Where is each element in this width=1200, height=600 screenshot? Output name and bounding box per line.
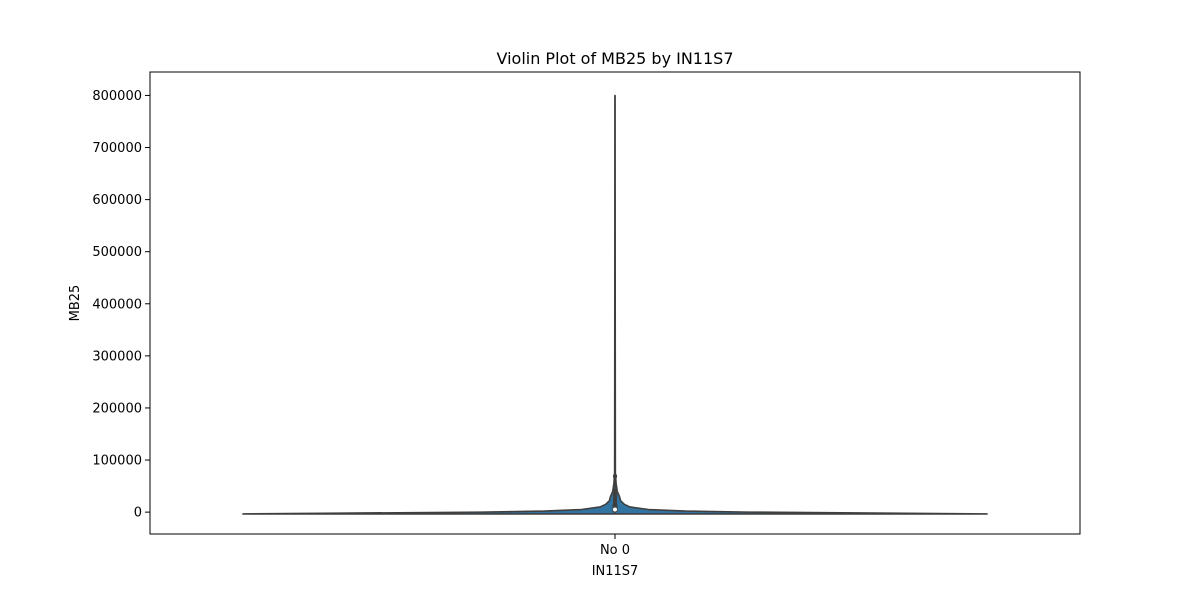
y-axis-ticks: 0 100000 200000 300000 400000 500000 600000 700… [92, 89, 150, 521]
y-tick-label: 800000 [92, 89, 142, 104]
violin-group [242, 94, 988, 515]
y-tick-label: 500000 [92, 245, 142, 260]
y-tick-label: 300000 [92, 349, 142, 364]
y-tick-label: 600000 [92, 193, 142, 208]
y-tick-label: 100000 [92, 454, 142, 469]
chart-title: Violin Plot of MB25 by IN11S7 [496, 49, 733, 68]
y-axis-label: MB25 [68, 285, 83, 322]
x-tick-label: No 0 [600, 543, 630, 558]
y-tick-label: 200000 [92, 401, 142, 416]
y-tick-label: 400000 [92, 297, 142, 312]
violin-median-point [613, 507, 617, 512]
x-axis-ticks: No 0 [600, 534, 630, 558]
y-tick-label: 700000 [92, 141, 142, 156]
y-tick-label: 0 [134, 506, 142, 521]
x-axis-label: IN11S7 [592, 564, 639, 579]
